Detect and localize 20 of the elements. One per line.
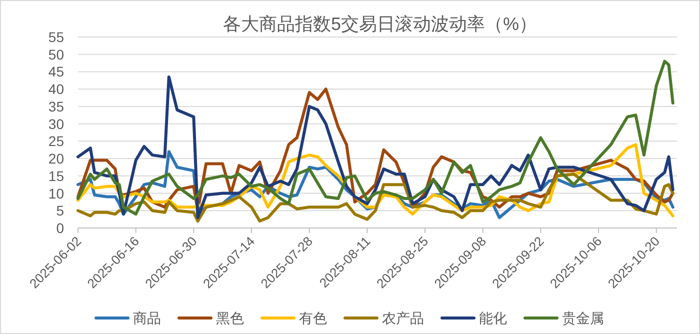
line-series (76, 172, 674, 223)
y-tick-label: 10 (48, 185, 64, 202)
legend-label: 有色 (299, 310, 327, 326)
legend-label: 贵金属 (562, 310, 604, 326)
y-tick-label: 25 (48, 133, 64, 150)
y-tick-label: 40 (48, 81, 64, 98)
y-tick-label: 50 (48, 46, 64, 62)
y-tick-label: 30 (48, 116, 64, 132)
chart-title: 各大商品指数5交易日滚动波动率（%） (222, 14, 538, 34)
y-tick-label: 15 (48, 168, 64, 184)
y-tick-label: 35 (48, 98, 64, 114)
legend-label: 能化 (479, 310, 507, 326)
legend-label: 商品 (133, 310, 161, 326)
legend-label: 农产品 (382, 310, 424, 326)
y-tick-label: 20 (48, 150, 64, 167)
y-tick-label: 0 (56, 220, 64, 236)
legend-label: 黑色 (216, 310, 244, 326)
y-tick-label: 55 (48, 29, 64, 45)
y-tick-label: 5 (56, 202, 64, 219)
y-tick-label: 45 (48, 64, 64, 80)
